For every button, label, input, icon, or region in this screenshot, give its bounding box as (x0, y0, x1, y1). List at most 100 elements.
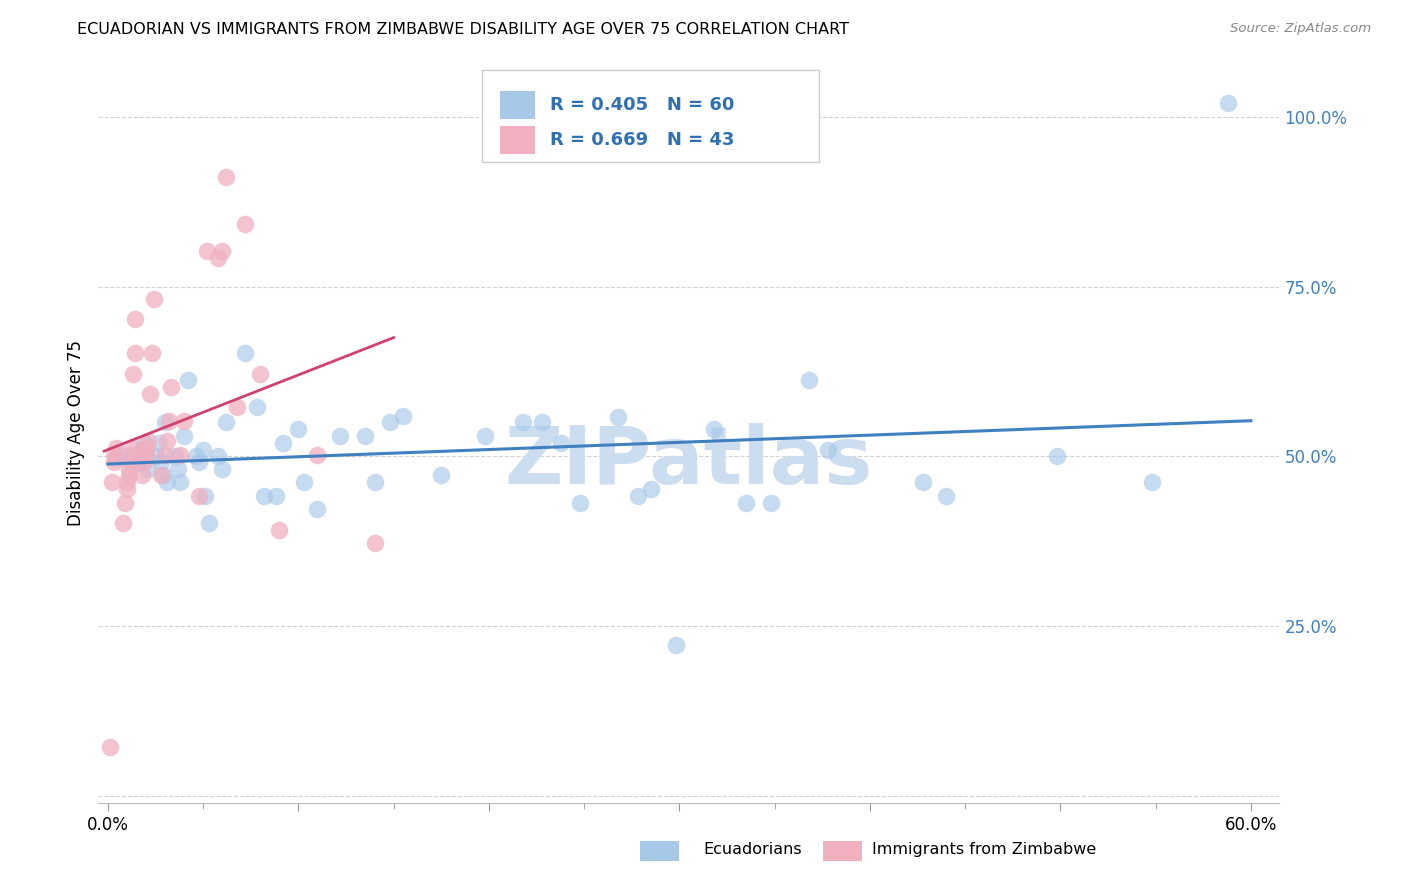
Point (145, 450, 167, 464)
Point (156, 434, 179, 449)
Point (135, 442, 157, 456)
Point (157, 414, 180, 428)
Point (392, 409, 415, 423)
Point (1045, 450, 1067, 464)
Point (153, 416, 176, 430)
Point (194, 489, 217, 503)
Point (626, 489, 648, 503)
Bar (501, 126, 536, 154)
Point (531, 416, 554, 430)
Point (1216, 96, 1239, 111)
Point (215, 169, 238, 184)
Point (114, 495, 136, 509)
Point (118, 468, 141, 483)
Point (430, 468, 453, 483)
Point (569, 495, 592, 509)
Point (817, 442, 839, 457)
Point (363, 475, 385, 490)
Y-axis label: Disability Age Over 75: Disability Age Over 75 (66, 340, 84, 525)
Point (103, 455, 125, 469)
Point (115, 482, 138, 496)
Point (245, 401, 267, 415)
Point (112, 516, 135, 530)
Point (269, 523, 291, 537)
Point (121, 367, 143, 381)
FancyBboxPatch shape (482, 70, 818, 162)
Point (136, 461, 159, 475)
Point (153, 448, 176, 462)
Point (184, 450, 207, 464)
Point (253, 489, 276, 503)
Point (354, 429, 377, 443)
Point (211, 244, 233, 259)
Point (152, 468, 174, 483)
Point (173, 414, 195, 428)
Point (124, 312, 146, 326)
Text: ECUADORIAN VS IMMIGRANTS FROM ZIMBABWE DISABILITY AGE OVER 75 CORRELATION CHART: ECUADORIAN VS IMMIGRANTS FROM ZIMBABWE D… (77, 22, 849, 37)
Text: Ecuadorians: Ecuadorians (703, 842, 801, 856)
Point (363, 536, 385, 550)
Text: ZIPatlas: ZIPatlas (505, 423, 873, 501)
Point (169, 448, 191, 462)
Point (198, 516, 221, 530)
Point (173, 429, 195, 443)
Point (264, 489, 287, 503)
Point (378, 416, 401, 430)
Point (188, 455, 211, 469)
Text: R = 0.405   N = 60: R = 0.405 N = 60 (550, 95, 734, 113)
Point (1140, 475, 1163, 490)
Point (640, 482, 662, 496)
Bar (501, 91, 536, 119)
Point (329, 429, 352, 443)
Point (104, 450, 127, 465)
Point (115, 475, 138, 490)
Point (118, 461, 141, 475)
Point (759, 495, 782, 509)
Point (287, 422, 309, 436)
Point (163, 450, 186, 464)
Text: Immigrants from Zimbabwe: Immigrants from Zimbabwe (872, 842, 1095, 856)
Point (195, 244, 218, 259)
Point (120, 455, 142, 469)
Point (167, 461, 190, 475)
Point (233, 346, 256, 360)
Point (98, 740, 121, 755)
Point (135, 450, 157, 464)
Point (121, 448, 143, 462)
Point (474, 429, 496, 443)
Point (100, 475, 122, 490)
Point (125, 456, 148, 470)
Point (108, 448, 131, 462)
Point (148, 435, 170, 450)
Point (512, 416, 534, 430)
Point (150, 455, 173, 469)
Point (142, 292, 165, 306)
Point (307, 502, 329, 516)
Point (169, 475, 191, 490)
Point (124, 346, 146, 360)
Point (249, 367, 271, 381)
Point (120, 448, 142, 462)
Text: R = 0.669   N = 43: R = 0.669 N = 43 (550, 131, 734, 149)
Point (935, 489, 957, 503)
Point (156, 475, 179, 490)
Point (703, 422, 725, 436)
Point (607, 409, 630, 424)
Point (121, 442, 143, 456)
Point (292, 475, 315, 490)
Point (307, 448, 329, 462)
Point (550, 435, 572, 450)
Point (131, 468, 153, 483)
Point (215, 416, 238, 430)
Point (207, 450, 229, 464)
Point (193, 442, 215, 457)
Point (134, 455, 156, 469)
Point (177, 373, 200, 387)
Point (233, 217, 256, 231)
Point (134, 435, 156, 450)
Point (665, 638, 688, 652)
Point (131, 442, 153, 457)
Point (226, 401, 249, 415)
Point (797, 373, 820, 387)
Point (207, 251, 229, 265)
